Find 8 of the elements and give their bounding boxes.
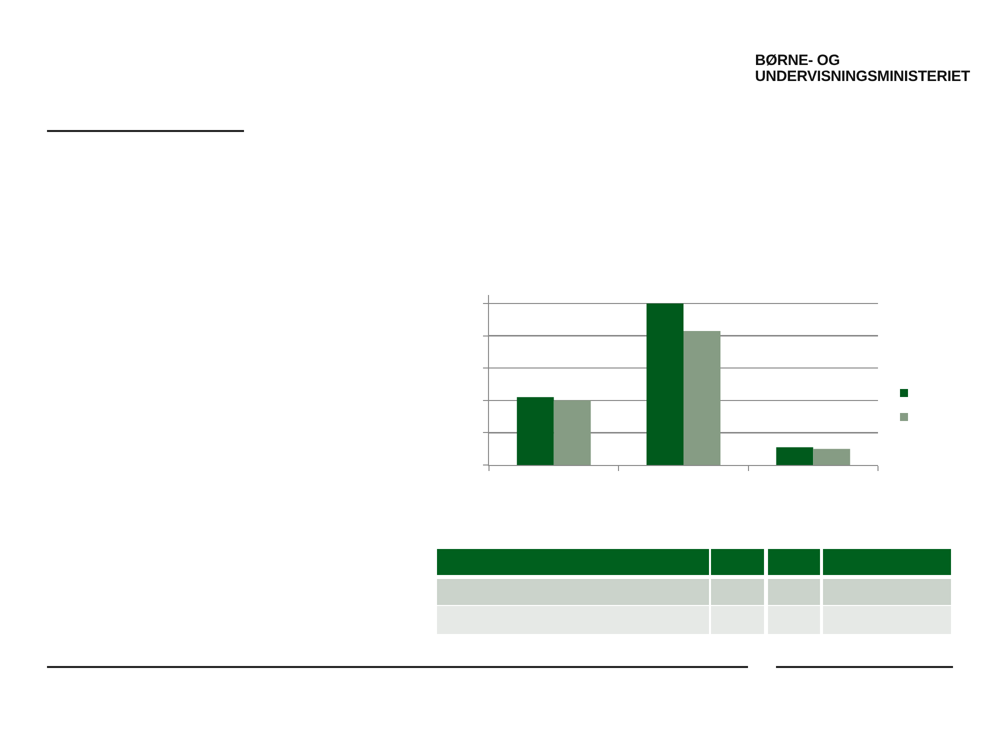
bar (684, 330, 720, 465)
bar (646, 304, 684, 465)
bar (516, 397, 554, 465)
bar (776, 447, 814, 465)
text: UNDERVISNINGSMINISTERIET (755, 68, 970, 85)
bar (813, 448, 850, 465)
text: BØRNE- OG (755, 52, 841, 69)
bar (554, 400, 591, 465)
